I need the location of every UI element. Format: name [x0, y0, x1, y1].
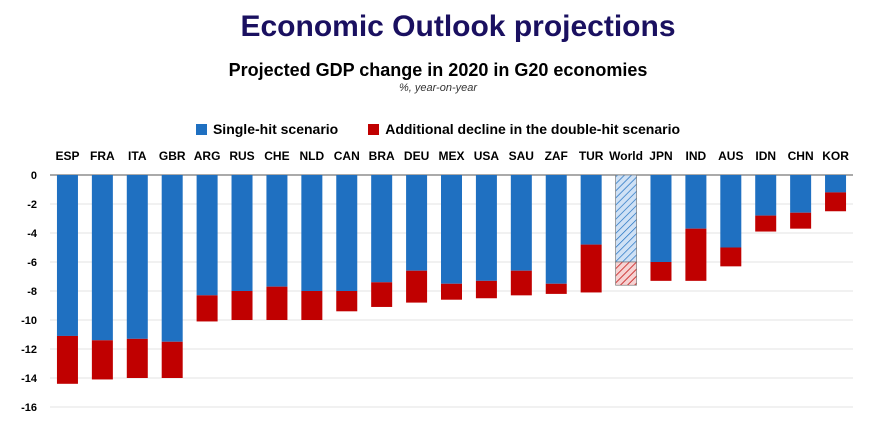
bar-double-hit-additional — [266, 286, 288, 320]
x-category-label: AUS — [718, 149, 743, 163]
y-tick-label: -2 — [27, 199, 37, 211]
x-category-label: IND — [686, 149, 707, 163]
bar-single-hit — [685, 175, 707, 229]
x-category-label: ARG — [194, 149, 221, 163]
bar-double-hit-additional — [720, 247, 742, 267]
legend-swatch-single-hit — [195, 123, 207, 135]
x-category-label: USA — [474, 149, 500, 163]
bar-single-hit — [755, 175, 777, 216]
bar-single-hit — [475, 175, 497, 281]
x-category-label: BRA — [369, 149, 395, 163]
x-category-label: KOR — [822, 149, 849, 163]
bar-single-hit — [371, 175, 393, 283]
chart-title: Projected GDP change in 2020 in G20 econ… — [228, 60, 648, 80]
legend-swatch-double-hit — [368, 123, 380, 135]
bar-single-hit — [231, 175, 253, 291]
y-tick-label: -12 — [21, 344, 37, 356]
bar-double-hit-additional — [336, 291, 358, 312]
bar-double-hit-additional — [56, 335, 78, 384]
bar-double-hit-additional — [196, 295, 218, 322]
bar-double-hit-additional — [790, 212, 812, 229]
bar-single-hit — [615, 174, 637, 263]
bar-single-hit — [510, 175, 532, 271]
x-category-label: GBR — [159, 149, 186, 163]
bar-single-hit — [301, 175, 323, 291]
bar-double-hit-additional — [231, 291, 253, 320]
bar-single-hit — [406, 175, 428, 271]
bar-single-hit — [720, 175, 742, 248]
bar-single-hit — [825, 175, 847, 193]
bar-single-hit — [790, 175, 812, 213]
y-tick-label: -10 — [21, 315, 37, 327]
bar-single-hit — [126, 175, 148, 339]
bar-double-hit-additional — [161, 341, 183, 378]
x-category-label: CAN — [334, 149, 360, 163]
x-category-label: ZAF — [545, 149, 568, 163]
bar-double-hit-additional — [685, 228, 707, 281]
bar-single-hit — [441, 175, 462, 284]
bar-double-hit-additional — [441, 283, 462, 300]
bar-single-hit — [161, 175, 183, 342]
bar-double-hit-additional — [650, 262, 672, 281]
x-category-label: TUR — [579, 149, 604, 163]
chart-subtitle: %, year-on-year — [398, 82, 478, 94]
legend-label-single-hit: Single-hit scenario — [212, 121, 339, 137]
x-category-label: ITA — [128, 149, 147, 163]
x-category-label: CHE — [264, 149, 289, 163]
bar-double-hit-additional — [580, 244, 602, 293]
bar-single-hit — [336, 175, 358, 291]
bar-single-hit — [545, 175, 567, 284]
bar-double-hit-additional — [91, 340, 113, 380]
y-tick-label: -4 — [27, 228, 38, 240]
x-category-label: NLD — [300, 149, 325, 163]
chart-legend: Single-hit scenario Additional decline i… — [0, 121, 876, 137]
bar-single-hit — [650, 175, 672, 262]
bar-single-hit — [56, 175, 78, 336]
bar-single-hit — [91, 175, 113, 341]
x-category-label: SAU — [509, 149, 534, 163]
bar-double-hit-additional — [510, 270, 532, 296]
bar-double-hit-additional — [545, 283, 567, 294]
bar-double-hit-additional — [475, 280, 497, 299]
x-category-label: IDN — [755, 149, 776, 163]
x-category-label: ESP — [55, 149, 79, 163]
x-category-label: CHN — [788, 149, 814, 163]
y-tick-label: -14 — [21, 373, 38, 385]
y-tick-label: -16 — [21, 402, 37, 414]
bar-double-hit-additional — [406, 270, 428, 303]
x-category-label: DEU — [404, 149, 429, 163]
x-category-label: JPN — [649, 149, 672, 163]
legend-label-double-hit: Additional decline in the double-hit sce… — [385, 121, 681, 137]
legend-item-single-hit: Single-hit scenario — [195, 121, 339, 137]
bar-single-hit — [580, 175, 602, 245]
bar-double-hit-additional — [371, 282, 393, 307]
y-axis-ticks: 0 -2 -4 -6 -8 -10 -12 -14 -16 — [21, 170, 38, 414]
legend-item-double-hit: Additional decline in the double-hit sce… — [368, 121, 680, 137]
y-tick-label: -6 — [27, 257, 37, 269]
bar-double-hit-additional — [126, 338, 148, 378]
x-category-label: FRA — [90, 149, 115, 163]
x-category-label: RUS — [229, 149, 254, 163]
x-category-label: World — [609, 149, 643, 163]
page-title: Economic Outlook projections — [240, 10, 676, 43]
bar-double-hit-additional — [755, 215, 777, 232]
bar-double-hit-additional — [615, 261, 637, 286]
y-tick-label: -8 — [27, 286, 37, 298]
x-axis-categories: ESP FRA ITA GBR ARG RUS CHE NLD CAN BRA DEU MEX USA S… — [55, 149, 849, 163]
bar-single-hit — [196, 175, 218, 296]
bars — [56, 174, 847, 384]
bar-single-hit — [266, 175, 288, 287]
x-category-label: MEX — [438, 149, 464, 163]
bar-double-hit-additional — [301, 291, 323, 320]
y-tick-label: 0 — [31, 170, 37, 182]
bar-double-hit-additional — [825, 192, 847, 212]
